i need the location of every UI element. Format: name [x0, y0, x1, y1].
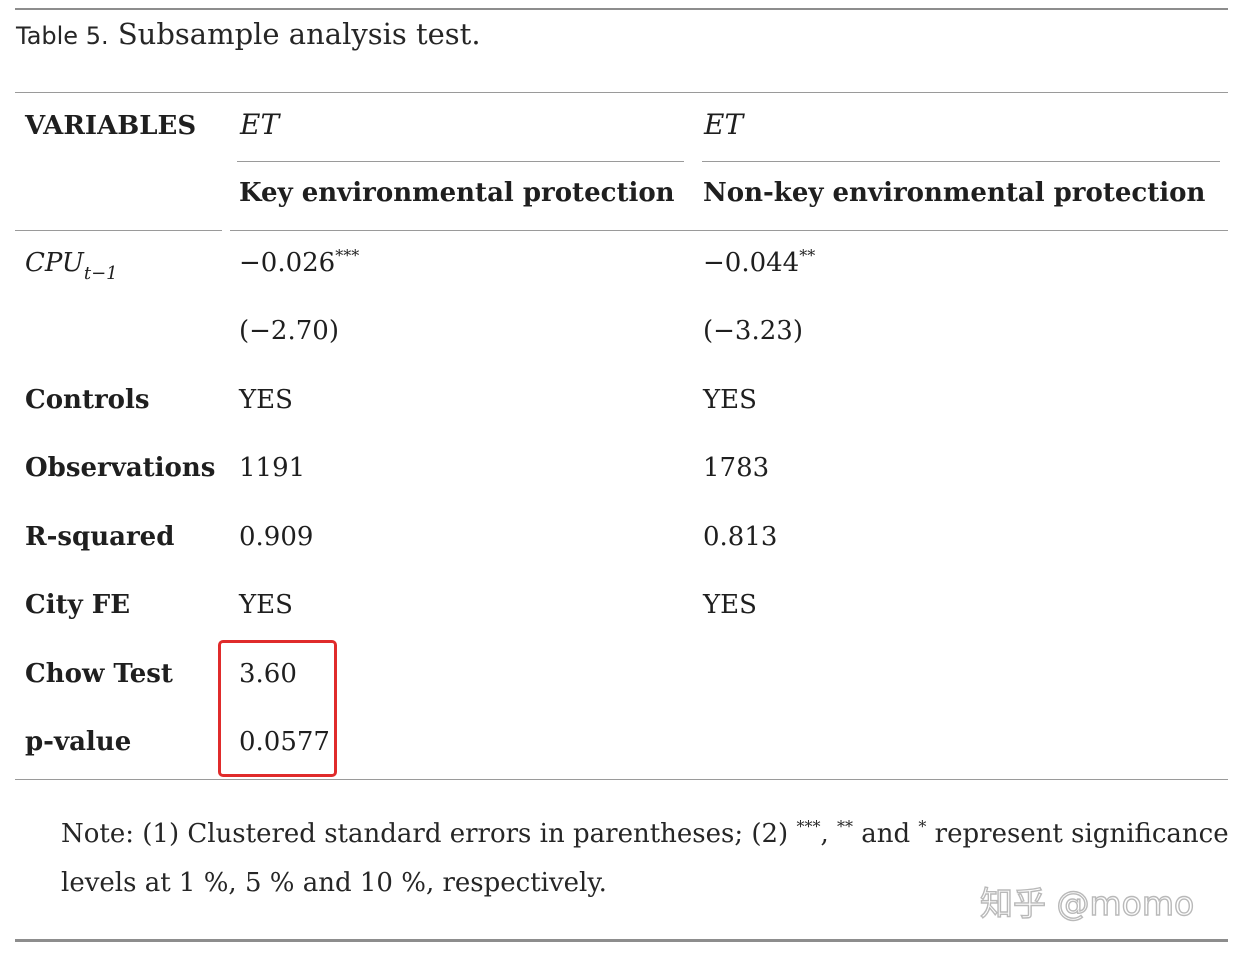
cpu-tstat-1: (−2.70)	[239, 316, 339, 346]
row-label-chow-test: Chow Test	[25, 659, 173, 689]
header-bottom-rule-left	[15, 230, 222, 231]
row-label-p-value: p-value	[25, 727, 132, 757]
header-group-1: Key environmental protection	[239, 178, 675, 208]
table-caption-text: Subsample analysis test.	[117, 17, 481, 51]
header-group-2-rule	[702, 161, 1220, 162]
watermark: 知乎 @momo	[979, 883, 1195, 923]
cpu-variable-label: CPUt−1	[25, 246, 118, 283]
page-bottom-rule	[15, 939, 1228, 942]
header-dep-var-2: ET	[704, 108, 744, 141]
row-label-city-fe: City FE	[25, 590, 131, 620]
header-bottom-rule-right	[230, 230, 1228, 231]
cpu-variable-base: CPU	[25, 248, 84, 278]
note-symbol-3: *	[918, 817, 927, 836]
row-chow-test-col-1: 3.60	[239, 659, 297, 689]
header-group-1-rule	[237, 161, 684, 162]
row-p-value-col-1: 0.0577	[239, 727, 330, 757]
table-caption: Table 5. Subsample analysis test.	[16, 14, 481, 56]
header-top-rule	[15, 92, 1228, 93]
row-label-observations: Observations	[25, 453, 216, 483]
note-symbol-1: ***	[796, 817, 821, 836]
row-label-controls: Controls	[25, 385, 150, 415]
cpu-coef-1-stars: ***	[335, 246, 360, 265]
table-note: Note: (1) Clustered standard errors in p…	[61, 810, 1231, 908]
highlight-box	[218, 640, 337, 777]
cpu-tstat-2: (−3.23)	[703, 316, 803, 346]
cpu-coef-2-value: −0.044	[703, 248, 800, 278]
note-symbol-2: **	[837, 817, 853, 836]
row-label-r-squared: R-squared	[25, 522, 175, 552]
header-dep-var-1: ET	[240, 108, 280, 141]
cpu-variable-subscript: t−1	[83, 263, 118, 284]
note-part-2: represent significance levels at 1 %, 5 …	[61, 819, 1229, 898]
cpu-coef-2: −0.044**	[703, 246, 815, 280]
note-part-1: Note: (1) Clustered standard errors in p…	[61, 819, 797, 849]
cpu-coef-2-stars: **	[799, 246, 816, 265]
row-city-fe-col-1: YES	[239, 590, 293, 620]
cpu-coef-1: −0.026***	[239, 246, 359, 280]
header-variables: VARIABLES	[25, 111, 197, 141]
row-observations-col-2: 1783	[703, 453, 770, 483]
row-controls-col-2: YES	[703, 385, 757, 415]
note-sep-1: ,	[820, 819, 837, 849]
note-sep-2: and	[853, 819, 919, 849]
row-observations-col-1: 1191	[239, 453, 306, 483]
cpu-coef-1-value: −0.026	[239, 248, 336, 278]
row-r-squared-col-2: 0.813	[703, 522, 778, 552]
table-top-rule	[15, 8, 1228, 10]
table-caption-label: Table 5.	[16, 22, 109, 50]
header-group-2: Non-key environmental protection	[703, 178, 1206, 208]
row-controls-col-1: YES	[239, 385, 293, 415]
row-city-fe-col-2: YES	[703, 590, 757, 620]
table-bottom-rule	[15, 779, 1228, 780]
row-r-squared-col-1: 0.909	[239, 522, 314, 552]
